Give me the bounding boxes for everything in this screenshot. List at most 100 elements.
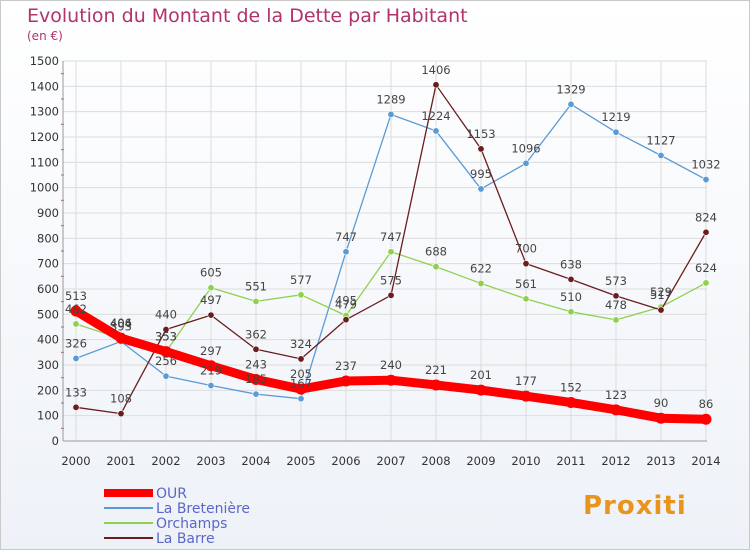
x-tick-label: 2005 — [286, 454, 315, 468]
data-point-la-barre — [72, 403, 80, 411]
data-point-our — [475, 384, 487, 396]
y-tick-label: 200 — [37, 383, 59, 397]
x-tick-label: 2004 — [241, 454, 270, 468]
data-point-our — [160, 346, 172, 358]
data-point-orchamps — [432, 263, 440, 271]
data-label-la-breteni-re: 167 — [290, 377, 312, 391]
data-point-our — [70, 305, 82, 317]
data-point-our — [250, 373, 262, 385]
x-tick-label: 2013 — [646, 454, 675, 468]
data-label-orchamps: 510 — [560, 290, 582, 304]
y-tick-label: 1500 — [30, 54, 59, 68]
data-label-la-breteni-re: 326 — [65, 336, 87, 350]
data-point-la-barre — [432, 81, 440, 89]
data-point-la-breteni-re — [72, 354, 80, 362]
x-tick-label: 2008 — [421, 454, 450, 468]
y-tick-label: 1200 — [30, 130, 59, 144]
x-tick-label: 2000 — [61, 454, 90, 468]
y-tick-label: 700 — [37, 257, 59, 271]
y-tick-label: 800 — [37, 231, 59, 245]
data-point-orchamps — [252, 297, 260, 305]
data-label-our: 90 — [654, 396, 669, 410]
data-label-our: 243 — [245, 357, 267, 371]
data-label-orchamps: 624 — [695, 261, 717, 275]
data-point-la-breteni-re — [252, 390, 260, 398]
data-point-la-breteni-re — [477, 185, 485, 193]
data-point-our — [655, 412, 667, 424]
y-tick-label: 900 — [37, 206, 59, 220]
data-label-our: 297 — [200, 344, 222, 358]
data-point-la-barre — [567, 275, 575, 283]
data-point-orchamps — [702, 279, 710, 287]
data-label-la-breteni-re: 1096 — [511, 141, 540, 155]
data-label-la-breteni-re: 256 — [155, 354, 177, 368]
data-label-our: 353 — [155, 330, 177, 344]
y-tick-label: 300 — [37, 358, 59, 372]
data-label-la-barre: 700 — [515, 242, 537, 256]
data-point-our — [295, 383, 307, 395]
data-label-our: 240 — [380, 358, 402, 372]
data-point-our — [520, 390, 532, 402]
data-label-our: 221 — [425, 363, 447, 377]
data-point-our — [205, 360, 217, 372]
y-tick-label: 400 — [37, 333, 59, 347]
proxiti-logo: Proxiti — [583, 491, 687, 521]
data-label-our: 86 — [699, 397, 714, 411]
data-label-our: 237 — [335, 359, 357, 373]
data-label-orchamps: 478 — [605, 298, 627, 312]
data-point-la-breteni-re — [612, 128, 620, 136]
data-label-la-barre: 479 — [335, 298, 357, 312]
legend-label-orchamps: Orchamps — [156, 516, 227, 532]
data-label-our: 201 — [470, 368, 492, 382]
data-label-la-barre: 440 — [155, 308, 177, 322]
data-point-la-barre — [477, 145, 485, 153]
data-point-la-barre — [207, 311, 215, 319]
data-point-orchamps — [477, 279, 485, 287]
unit-label: (en €) — [27, 29, 63, 43]
data-label-our: 513 — [65, 289, 87, 303]
data-label-la-barre: 497 — [200, 293, 222, 307]
data-label-la-barre: 575 — [380, 273, 402, 287]
data-point-la-barre — [702, 228, 710, 236]
x-tick-label: 2014 — [691, 454, 720, 468]
data-point-la-barre — [612, 292, 620, 300]
y-tick-label: 1300 — [30, 105, 59, 119]
data-point-la-barre — [252, 345, 260, 353]
data-point-la-barre — [342, 316, 350, 324]
x-tick-label: 2007 — [376, 454, 405, 468]
data-label-our: 177 — [515, 374, 537, 388]
data-point-la-barre — [657, 306, 665, 314]
y-tick-label: 500 — [37, 307, 59, 321]
data-label-la-barre: 517 — [650, 288, 672, 302]
x-tick-label: 2010 — [511, 454, 540, 468]
y-tick-label: 1400 — [30, 79, 59, 93]
x-tick-label: 2001 — [106, 454, 135, 468]
data-label-our: 152 — [560, 380, 582, 394]
data-label-orchamps: 404 — [110, 317, 132, 331]
data-point-orchamps — [297, 291, 305, 299]
data-label-orchamps: 605 — [200, 266, 222, 280]
data-point-our — [565, 396, 577, 408]
data-label-la-breteni-re: 185 — [245, 372, 267, 386]
data-point-our — [340, 375, 352, 387]
data-label-orchamps: 551 — [245, 279, 267, 293]
data-label-la-barre: 1406 — [421, 63, 450, 77]
data-label-our: 123 — [605, 388, 627, 402]
data-point-orchamps — [207, 284, 215, 292]
data-label-orchamps: 529 — [650, 285, 672, 299]
data-label-la-breteni-re: 1224 — [421, 109, 450, 123]
data-label-la-breteni-re: 1032 — [691, 158, 720, 172]
data-label-orchamps: 353 — [155, 330, 177, 344]
y-tick-label: 100 — [37, 409, 59, 423]
data-point-our — [610, 404, 622, 416]
data-point-our — [700, 413, 712, 425]
data-point-our — [385, 374, 397, 386]
data-label-la-barre: 824 — [695, 210, 717, 224]
data-label-la-breteni-re: 747 — [335, 230, 357, 244]
x-tick-label: 2009 — [466, 454, 495, 468]
legend-label-our: OUR — [156, 486, 187, 502]
data-point-orchamps — [387, 248, 395, 256]
data-label-orchamps: 688 — [425, 245, 447, 259]
